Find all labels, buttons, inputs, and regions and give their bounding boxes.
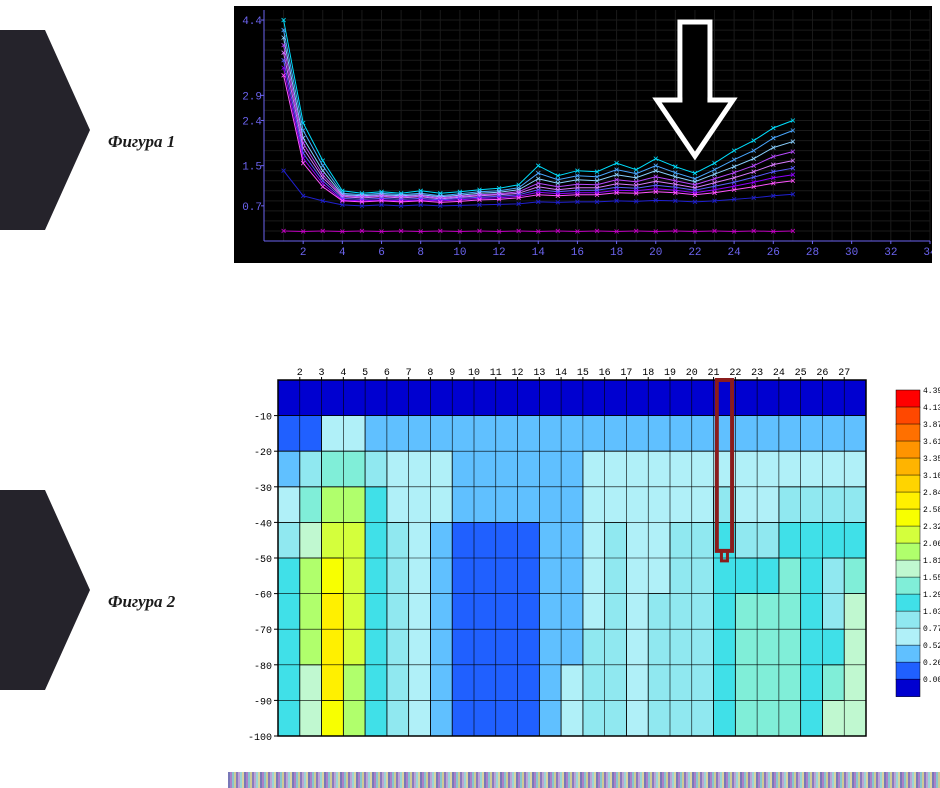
svg-text:2.84: 2.84: [923, 489, 940, 498]
svg-text:-50: -50: [254, 555, 272, 566]
svg-text:20: 20: [649, 247, 662, 259]
svg-text:-100: -100: [248, 733, 272, 742]
svg-text:2.4: 2.4: [242, 116, 262, 128]
svg-text:3.35: 3.35: [923, 455, 940, 464]
figure-2-chart: 2345678910111213141516171819202122232425…: [228, 362, 940, 742]
svg-text:-40: -40: [254, 519, 272, 530]
svg-text:8: 8: [417, 247, 424, 259]
svg-text:34: 34: [923, 247, 932, 259]
svg-text:3.10: 3.10: [923, 472, 940, 481]
svg-text:1.03: 1.03: [923, 608, 940, 617]
svg-text:0.77: 0.77: [923, 625, 940, 634]
svg-text:2: 2: [300, 247, 307, 259]
svg-text:-20: -20: [254, 448, 272, 459]
svg-text:0.00: 0.00: [923, 676, 940, 685]
svg-text:2.58: 2.58: [923, 506, 940, 515]
svg-text:12: 12: [492, 247, 505, 259]
svg-text:1.5: 1.5: [242, 162, 262, 174]
svg-text:26: 26: [767, 247, 780, 259]
svg-text:4.4: 4.4: [242, 16, 262, 28]
svg-text:28: 28: [806, 247, 819, 259]
svg-text:16: 16: [571, 247, 584, 259]
svg-text:2.9: 2.9: [242, 91, 262, 103]
svg-text:3.87: 3.87: [923, 421, 940, 430]
svg-text:22: 22: [688, 247, 701, 259]
figure-2-svg: 2345678910111213141516171819202122232425…: [228, 362, 940, 742]
svg-text:24: 24: [728, 247, 742, 259]
svg-text:0.52: 0.52: [923, 642, 940, 651]
svg-text:-30: -30: [254, 484, 272, 495]
svg-text:4: 4: [339, 247, 346, 259]
pointer-shape-1: [0, 30, 90, 230]
figure-1-label: Фигура 1: [108, 132, 175, 152]
figure-1-svg: 0.71.52.42.94.42468101214161820222426283…: [234, 6, 932, 263]
svg-text:-60: -60: [254, 591, 272, 602]
svg-text:2.32: 2.32: [923, 523, 940, 532]
svg-text:-70: -70: [254, 626, 272, 637]
svg-text:6: 6: [378, 247, 385, 259]
svg-text:10: 10: [453, 247, 466, 259]
svg-text:3.61: 3.61: [923, 438, 940, 447]
svg-text:32: 32: [884, 247, 897, 259]
svg-text:4.13: 4.13: [923, 404, 940, 413]
svg-text:0.26: 0.26: [923, 659, 940, 668]
svg-text:2.06: 2.06: [923, 540, 940, 549]
svg-text:30: 30: [845, 247, 858, 259]
svg-text:4.39: 4.39: [923, 387, 940, 396]
svg-text:-90: -90: [254, 697, 272, 708]
svg-text:18: 18: [610, 247, 623, 259]
svg-text:1.81: 1.81: [923, 557, 940, 566]
figure-2-label: Фигура 2: [108, 592, 175, 612]
pointer-shape-2: [0, 490, 90, 690]
footer-texture-bar: [228, 772, 940, 788]
svg-text:1.29: 1.29: [923, 591, 940, 600]
svg-text:0.7: 0.7: [242, 202, 262, 214]
svg-text:-80: -80: [254, 662, 272, 673]
figure-1-chart: 0.71.52.42.94.42468101214161820222426283…: [228, 0, 938, 269]
svg-text:-10: -10: [254, 413, 272, 424]
svg-text:1.55: 1.55: [923, 574, 940, 583]
svg-text:14: 14: [532, 247, 546, 259]
